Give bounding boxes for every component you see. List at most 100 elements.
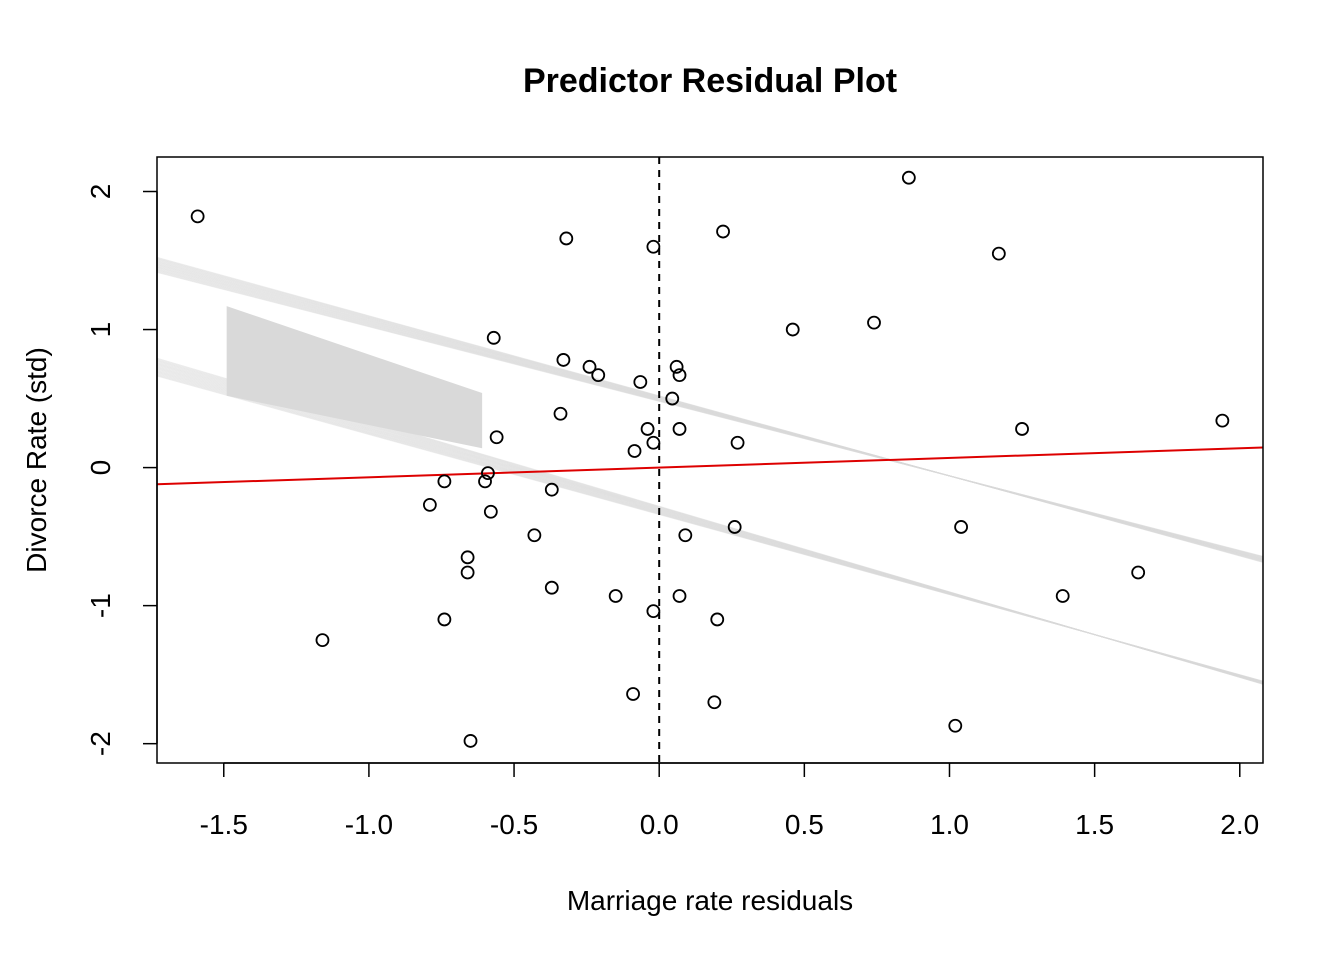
x-axis: -1.5 -1.0 -0.5 0.0 0.5 1.0 1.5 2.0 (200, 762, 1259, 840)
x-tick-label: 1.5 (1075, 809, 1114, 840)
data-point (727, 520, 742, 534)
data-point (901, 170, 916, 185)
data-point (948, 718, 963, 733)
sample-line (156, 371, 1264, 683)
sample-line (156, 366, 1264, 684)
sample-line (156, 256, 1264, 563)
data-point (669, 359, 684, 374)
sample-line (156, 367, 1264, 684)
data-point (785, 322, 800, 337)
regression-line (156, 446, 1264, 486)
sample-line (156, 374, 1264, 682)
y-axis-label: Divorce Rate (std) (21, 347, 52, 573)
sample-line (156, 369, 1264, 683)
data-point (483, 504, 498, 519)
x-tick-label: -1.0 (345, 809, 393, 840)
x-tick-label: 0.5 (785, 809, 824, 840)
y-tick-label: 2 (85, 184, 116, 200)
data-point (633, 375, 648, 389)
sample-line (156, 259, 1264, 562)
sample-line (156, 370, 1264, 683)
sample-line (156, 269, 1264, 558)
sample-line (156, 271, 1264, 557)
y-tick-label: -1 (85, 593, 116, 618)
sample-line (156, 269, 1264, 558)
sample-line (156, 373, 1264, 682)
data-point (437, 612, 452, 627)
data-point (544, 482, 559, 497)
data-point (991, 246, 1006, 261)
data-point (1215, 413, 1230, 428)
sample-line (156, 265, 1264, 560)
x-tick-label: 2.0 (1220, 809, 1259, 840)
sample-line (156, 368, 1264, 683)
x-tick-label: 1.0 (930, 809, 969, 840)
data-points (190, 170, 1230, 748)
sample-shaded-region (226, 306, 483, 449)
sample-line (156, 258, 1264, 563)
data-point (422, 497, 437, 512)
data-point (486, 330, 501, 345)
chart-title: Predictor Residual Plot (523, 62, 897, 100)
data-point (1131, 565, 1146, 580)
data-point (678, 528, 693, 543)
sample-line (156, 264, 1264, 560)
data-point (544, 580, 559, 595)
data-point (646, 435, 661, 450)
data-point (627, 444, 642, 458)
sample-line (156, 262, 1264, 561)
x-tick-label: 0.0 (640, 809, 679, 840)
data-point (626, 687, 640, 701)
data-point (460, 565, 475, 580)
plot-frame (156, 156, 1264, 764)
data-point (481, 466, 495, 481)
data-point (437, 474, 452, 489)
data-point (954, 520, 968, 534)
fit-line (156, 446, 1264, 486)
sample-line (156, 267, 1264, 559)
data-point (707, 695, 722, 710)
y-tick-label: 0 (85, 460, 116, 476)
data-point (190, 209, 205, 224)
sample-line (156, 271, 1264, 558)
data-point (527, 528, 542, 543)
data-point (591, 368, 606, 383)
data-point (716, 224, 730, 239)
data-point (710, 612, 725, 627)
sample-line (156, 263, 1264, 561)
data-point (556, 353, 571, 367)
sample-line (156, 262, 1264, 561)
data-point (665, 391, 680, 406)
sample-line (156, 270, 1264, 558)
data-point (478, 474, 492, 489)
data-point (1055, 589, 1070, 603)
data-point (582, 359, 597, 374)
sample-line (156, 268, 1264, 559)
data-point (672, 422, 687, 436)
sample-line (156, 267, 1264, 559)
sample-line (156, 370, 1264, 683)
y-axis: -2 -1 0 1 2 (85, 184, 158, 756)
sample-line (156, 373, 1264, 682)
sample-line (156, 260, 1264, 562)
data-point (608, 589, 623, 603)
x-tick-label: -1.5 (200, 809, 248, 840)
data-point (646, 604, 661, 619)
data-point (315, 633, 330, 648)
data-point (463, 734, 478, 748)
data-point (489, 430, 504, 445)
sample-line (156, 260, 1264, 562)
data-point (867, 315, 881, 330)
data-point (460, 550, 475, 565)
data-point (1015, 422, 1029, 436)
sample-line (156, 372, 1264, 683)
y-tick-label: -2 (85, 731, 116, 756)
sample-line (156, 367, 1264, 683)
x-axis-label: Marriage rate residuals (567, 885, 853, 916)
sample-line (156, 257, 1264, 563)
sample-line (156, 258, 1264, 563)
posterior-sample-lines (156, 256, 1264, 685)
data-point (672, 368, 687, 383)
sample-line (156, 261, 1264, 562)
